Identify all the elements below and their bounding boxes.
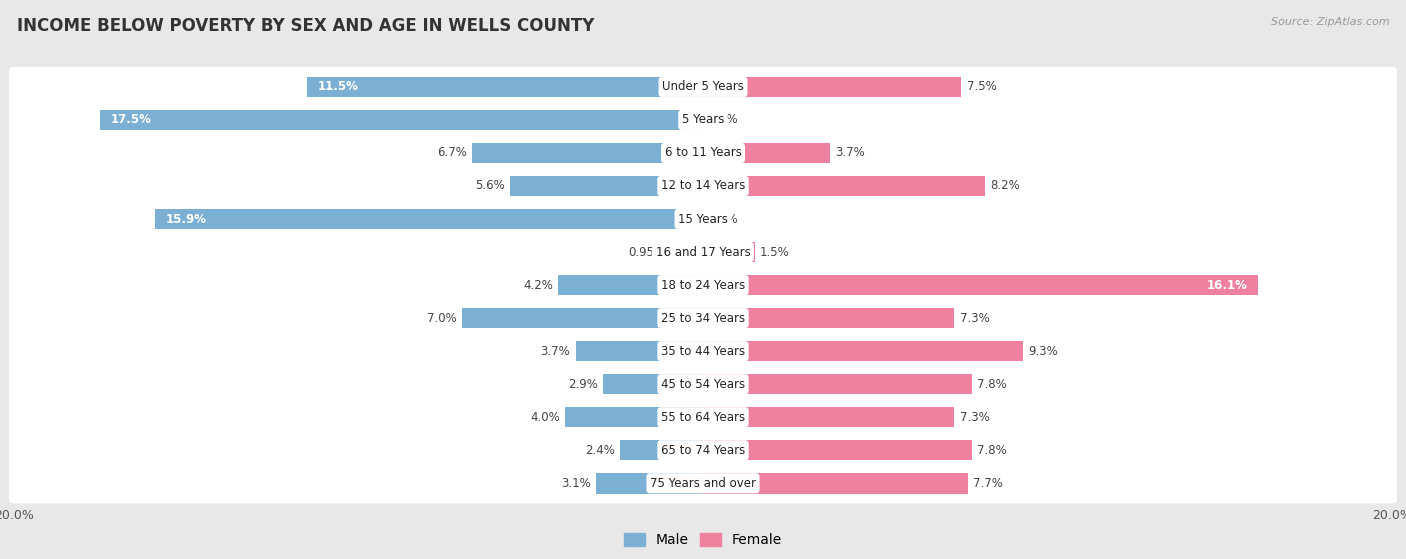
Text: 7.5%: 7.5%: [966, 80, 997, 93]
FancyBboxPatch shape: [8, 133, 1398, 173]
Bar: [100, 110, 703, 130]
Bar: [703, 341, 1024, 361]
FancyBboxPatch shape: [8, 364, 1398, 404]
Text: 25 to 34 Years: 25 to 34 Years: [661, 311, 745, 325]
Bar: [461, 308, 703, 328]
FancyBboxPatch shape: [8, 430, 1398, 471]
Bar: [307, 77, 703, 97]
FancyBboxPatch shape: [8, 199, 1398, 239]
Text: 7.8%: 7.8%: [977, 378, 1007, 391]
Text: 3.1%: 3.1%: [561, 477, 591, 490]
Text: Under 5 Years: Under 5 Years: [662, 80, 744, 93]
Text: 75 Years and over: 75 Years and over: [650, 477, 756, 490]
Text: 2.4%: 2.4%: [585, 444, 616, 457]
Bar: [703, 176, 986, 196]
Bar: [596, 473, 703, 494]
FancyBboxPatch shape: [8, 100, 1398, 140]
Bar: [565, 407, 703, 428]
Text: 5 Years: 5 Years: [682, 113, 724, 126]
Bar: [155, 209, 703, 229]
Text: 0.0%: 0.0%: [709, 113, 738, 126]
FancyBboxPatch shape: [8, 166, 1398, 206]
Text: 17.5%: 17.5%: [111, 113, 152, 126]
Bar: [703, 275, 1257, 295]
Text: 15.9%: 15.9%: [166, 212, 207, 225]
Text: 8.2%: 8.2%: [991, 179, 1021, 192]
Text: 11.5%: 11.5%: [318, 80, 359, 93]
Text: 35 to 44 Years: 35 to 44 Years: [661, 345, 745, 358]
Text: 7.7%: 7.7%: [973, 477, 1004, 490]
Text: Source: ZipAtlas.com: Source: ZipAtlas.com: [1271, 17, 1389, 27]
Text: 65 to 74 Years: 65 to 74 Years: [661, 444, 745, 457]
Bar: [703, 242, 755, 262]
Text: 16 and 17 Years: 16 and 17 Years: [655, 245, 751, 259]
Text: 6.7%: 6.7%: [437, 146, 467, 159]
Text: 45 to 54 Years: 45 to 54 Years: [661, 378, 745, 391]
Text: 2.9%: 2.9%: [568, 378, 598, 391]
FancyBboxPatch shape: [8, 463, 1398, 504]
FancyBboxPatch shape: [8, 298, 1398, 338]
Bar: [703, 374, 972, 395]
Text: 3.7%: 3.7%: [835, 146, 865, 159]
Text: 18 to 24 Years: 18 to 24 Years: [661, 278, 745, 292]
Text: 6 to 11 Years: 6 to 11 Years: [665, 146, 741, 159]
Text: 4.0%: 4.0%: [530, 411, 560, 424]
Text: 15 Years: 15 Years: [678, 212, 728, 225]
Text: 7.0%: 7.0%: [427, 311, 457, 325]
Bar: [558, 275, 703, 295]
Text: 0.95%: 0.95%: [628, 245, 665, 259]
Text: 16.1%: 16.1%: [1206, 278, 1247, 292]
Bar: [671, 242, 703, 262]
Bar: [510, 176, 703, 196]
Text: 3.7%: 3.7%: [541, 345, 571, 358]
FancyBboxPatch shape: [8, 331, 1398, 371]
Bar: [603, 374, 703, 395]
Text: 7.8%: 7.8%: [977, 444, 1007, 457]
Legend: Male, Female: Male, Female: [619, 528, 787, 553]
Text: 55 to 64 Years: 55 to 64 Years: [661, 411, 745, 424]
Text: 9.3%: 9.3%: [1029, 345, 1059, 358]
Text: 5.6%: 5.6%: [475, 179, 505, 192]
Bar: [703, 77, 962, 97]
FancyBboxPatch shape: [8, 397, 1398, 437]
Bar: [620, 440, 703, 461]
Bar: [575, 341, 703, 361]
Bar: [703, 308, 955, 328]
FancyBboxPatch shape: [8, 232, 1398, 272]
Text: 12 to 14 Years: 12 to 14 Years: [661, 179, 745, 192]
Text: 7.3%: 7.3%: [960, 311, 990, 325]
Bar: [703, 407, 955, 428]
Text: 7.3%: 7.3%: [960, 411, 990, 424]
Bar: [703, 143, 831, 163]
Text: 0.0%: 0.0%: [709, 212, 738, 225]
Text: INCOME BELOW POVERTY BY SEX AND AGE IN WELLS COUNTY: INCOME BELOW POVERTY BY SEX AND AGE IN W…: [17, 17, 595, 35]
Bar: [703, 440, 972, 461]
Bar: [703, 473, 969, 494]
FancyBboxPatch shape: [8, 265, 1398, 305]
FancyBboxPatch shape: [8, 67, 1398, 107]
Text: 4.2%: 4.2%: [523, 278, 553, 292]
Text: 1.5%: 1.5%: [759, 245, 790, 259]
Bar: [472, 143, 703, 163]
